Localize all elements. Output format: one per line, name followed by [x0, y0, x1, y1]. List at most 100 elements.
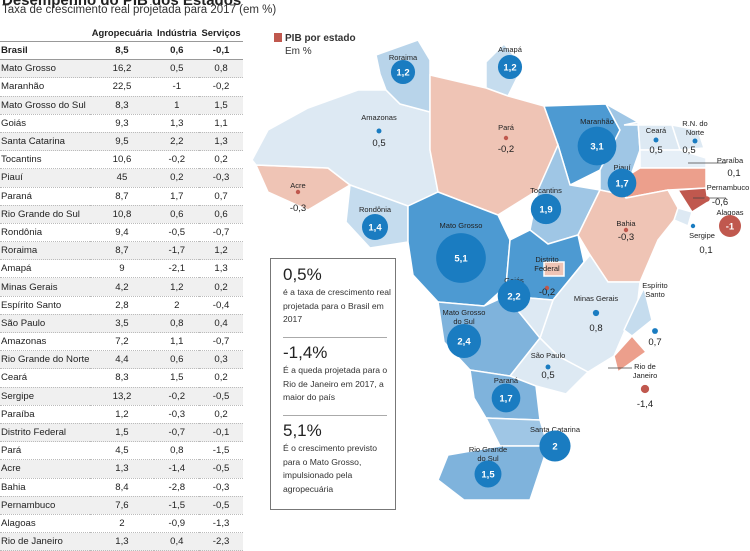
value-cell: -1,7 — [154, 241, 200, 261]
info-big-value: 0,5% — [283, 265, 322, 284]
value-cell: -0,7 — [154, 423, 200, 443]
state-label-sergipe: Sergipe — [689, 231, 715, 240]
value-cell: 9,5 — [89, 132, 155, 152]
state-name-cell: Maranhão — [0, 77, 90, 97]
bubble-rio-grande-do-sul — [474, 460, 502, 488]
divider — [283, 415, 387, 416]
table-row: Santa Catarina 9,5 2,2 1,3 — [0, 132, 243, 152]
info-text: É o crescimento previsto para o Mato Gro… — [283, 443, 378, 494]
state-name-cell: Sergipe — [0, 387, 90, 406]
value-piaui: 1,7 — [615, 179, 628, 190]
value-cell: -0,5 — [199, 459, 243, 479]
header-state — [0, 24, 90, 42]
value-acre: -0,3 — [290, 203, 306, 214]
state-rn — [670, 124, 706, 151]
value-cell: -0,5 — [199, 387, 243, 406]
info-text: é a taxa de crescimento real projetada p… — [283, 287, 391, 324]
table-row: Ceará 8,3 1,5 0,2 — [0, 368, 243, 388]
header-services: Serviços — [199, 24, 243, 42]
table-row: Distrito Federal 1,5 -0,7 -0,1 — [0, 423, 243, 443]
table-row: Tocantins 10,6 -0,2 0,2 — [0, 150, 243, 170]
state-label-parana: Paraná — [494, 376, 519, 385]
bubble-rondonia — [361, 213, 389, 241]
value-ceara: 0,5 — [649, 145, 662, 156]
value-cell: 8,7 — [89, 187, 155, 206]
state-label-tocantins: Tocantins — [530, 186, 562, 195]
dot-pernambuco — [704, 196, 710, 202]
info-text: É a queda projetada para o Rio de Janeir… — [283, 365, 388, 402]
table-row: Piauí 45 0,2 -0,3 — [0, 168, 243, 188]
state-name-cell: Rio Grande do Sul — [0, 205, 90, 224]
value-cell: 45 — [89, 168, 155, 188]
state-name-cell: Roraima — [0, 241, 90, 261]
value-cell: -0,1 — [199, 41, 243, 61]
value-mato-grosso: 5,1 — [454, 254, 468, 265]
value-cell: -0,2 — [154, 150, 200, 170]
state-name-cell: Bahia — [0, 478, 90, 497]
state-rio-de-janeiro — [613, 334, 648, 374]
state-label-santa-catarina: Santa Catarina — [530, 425, 581, 434]
value-cell: -0,2 — [199, 77, 243, 97]
info-box: 0,5% é a taxa de crescimento real projet… — [270, 258, 396, 510]
dot-bahia — [623, 227, 629, 233]
state-name-cell: Mato Grosso do Sul — [0, 96, 90, 115]
value-rio-grande-do-sul: 1,5 — [481, 470, 495, 481]
value-cell: -0,1 — [199, 423, 243, 443]
value-cell: 4,4 — [89, 350, 155, 370]
state-name-cell: Mato Grosso — [0, 59, 90, 79]
state-label-rio-grande-do-sul: Rio Grande do Sul — [469, 445, 507, 463]
state-name-cell: Amapá — [0, 259, 90, 279]
table-row: Pernambuco 7,6 -1,5 -0,5 — [0, 496, 243, 515]
value-amazonas: 0,5 — [372, 138, 385, 149]
value-cell: -0,3 — [154, 405, 200, 424]
table-row: Rio Grande do Sul 10,8 0,6 0,6 — [0, 205, 243, 224]
state-label-minas-gerais: Minas Gerais — [574, 294, 618, 303]
state-name-cell: Tocantins — [0, 150, 90, 170]
table-row: Espírito Santo 2,8 2 -0,4 — [0, 296, 243, 315]
bubble-amapa — [497, 54, 523, 80]
state-label-maranhao: Maranhão — [580, 117, 614, 126]
state-label-rondonia: Rondônia — [359, 205, 392, 214]
dot-amazonas — [376, 128, 382, 134]
state-label-ceara: Ceará — [646, 126, 667, 135]
value-cell: 7,6 — [89, 496, 155, 515]
value-cell: 0,5 — [154, 59, 200, 79]
value-cell: -0,7 — [199, 223, 243, 243]
value-cell: 0,2 — [199, 368, 243, 388]
header-industry: Indústria — [154, 24, 200, 42]
brazil-map: Roraima 1,2 Amapá 1,2 Amazonas 0,5 Pará -0,2 Mar… — [251, 39, 749, 500]
table-header: Agropecuária Indústria Serviços — [0, 24, 243, 42]
state-label-bahia: Bahia — [616, 219, 636, 228]
value-cell: -0,3 — [199, 168, 243, 188]
info-big-value: 5,1% — [283, 421, 322, 440]
state-name-cell: Santa Catarina — [0, 132, 90, 152]
value-cell: 8,3 — [89, 96, 155, 115]
state-name-cell: Rio Grande do Norte — [0, 350, 90, 370]
bubble-santa-catarina — [539, 430, 571, 462]
table-row: Mato Grosso 16,2 0,5 0,8 — [0, 59, 243, 79]
state-label-rio-de-janeiro: Rio de Janeiro — [633, 362, 658, 380]
page-subtitle: Taxa de crescimento real projetada para … — [2, 4, 277, 16]
state-name-cell: Espírito Santo — [0, 296, 90, 315]
value-cell: -2,1 — [154, 259, 200, 279]
value-cell: 1,5 — [199, 96, 243, 115]
value-cell: -1 — [154, 77, 200, 97]
state-name-cell: Distrito Federal — [0, 423, 90, 443]
state-label-sao-paulo: São Paulo — [531, 351, 566, 360]
bubble-goias — [497, 279, 531, 313]
value-cell: 0,8 — [154, 314, 200, 334]
bubble-alagoas — [719, 215, 741, 237]
value-cell: 0,6 — [199, 205, 243, 224]
value-cell: -0,4 — [199, 296, 243, 315]
value-alagoas: -1 — [726, 222, 735, 233]
state-label-para: Pará — [498, 123, 515, 132]
table-row: Sergipe 13,2 -0,2 -0,5 — [0, 387, 243, 406]
state-name-cell: Piauí — [0, 168, 90, 188]
value-cell: -2,3 — [199, 532, 243, 551]
value-cell: 1,2 — [199, 241, 243, 261]
value-santa-catarina: 2 — [552, 442, 557, 453]
table-row: São Paulo 3,5 0,8 0,4 — [0, 314, 243, 334]
table-row: Rio de Janeiro 1,3 0,4 -2,3 — [0, 532, 243, 551]
value-cell: 8,4 — [89, 478, 155, 497]
table-row: Maranhão 22,5 -1 -0,2 — [0, 77, 243, 97]
